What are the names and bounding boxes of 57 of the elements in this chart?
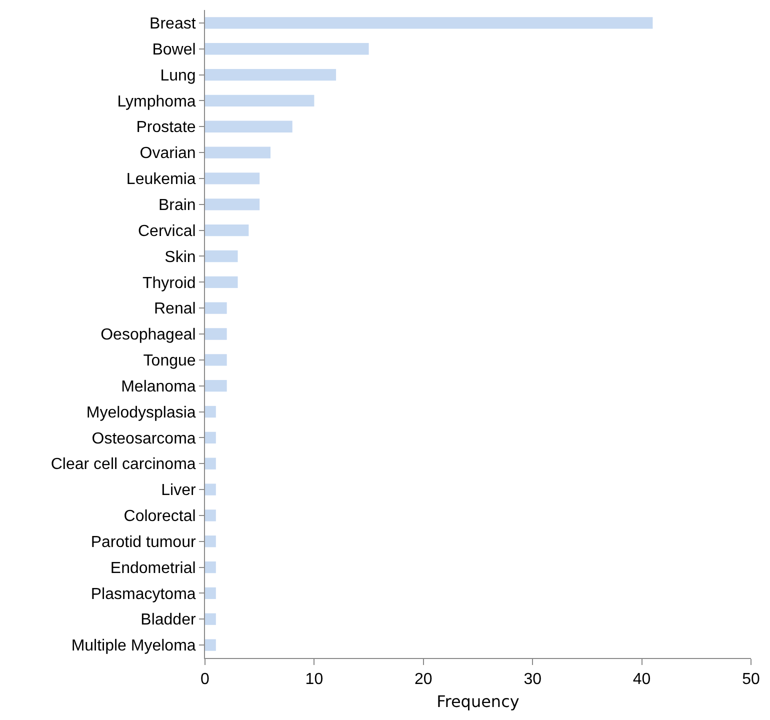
y-tick-label: Osteosarcoma <box>92 430 196 448</box>
y-tick-label: Liver <box>161 482 196 500</box>
bar <box>205 354 227 366</box>
y-tick-label: Cervical <box>138 222 196 240</box>
x-tick-label: 40 <box>632 671 651 688</box>
bar <box>205 172 260 184</box>
y-tick-label: Parotid tumour <box>90 534 196 551</box>
bar <box>205 302 227 314</box>
y-tick-label: Renal <box>154 300 196 318</box>
y-tick-label: Oesophageal <box>100 326 196 344</box>
x-axis-title: Frequency <box>436 692 520 711</box>
bar <box>205 639 216 651</box>
bar <box>205 146 271 158</box>
bar <box>205 68 336 81</box>
x-tick-label: 20 <box>414 671 432 688</box>
y-tick-label: Endometrial <box>110 560 196 577</box>
bar <box>205 250 238 262</box>
y-tick-label: Multiple Myeloma <box>71 638 196 655</box>
bar <box>205 458 216 470</box>
bar <box>205 276 238 288</box>
y-tick-label: Brain <box>158 197 196 214</box>
bar <box>205 510 216 522</box>
y-tick-label: Clear cell carcinoma <box>50 456 196 474</box>
bar <box>205 94 314 107</box>
bar <box>205 198 260 210</box>
y-tick-label: Lymphoma <box>117 93 196 110</box>
bar <box>205 17 653 29</box>
x-tick-label: 50 <box>742 671 760 688</box>
bar <box>205 406 216 418</box>
y-tick-label: Tongue <box>143 352 196 370</box>
y-tick-label: Thyroid <box>142 274 196 292</box>
bar <box>205 561 216 574</box>
bar <box>205 328 227 340</box>
y-tick-label: Skin <box>164 248 196 266</box>
y-tick-label: Colorectal <box>124 508 196 526</box>
bar <box>205 224 249 236</box>
y-tick-label: Bowel <box>152 41 196 58</box>
y-tick-label: Plasmacytoma <box>90 586 196 603</box>
y-tick-label: Ovarian <box>140 145 196 162</box>
y-tick-label: Melanoma <box>121 378 196 396</box>
bar <box>205 587 216 600</box>
bar <box>205 380 227 392</box>
bar <box>205 432 216 444</box>
x-tick-label: 0 <box>200 671 210 688</box>
bar <box>205 43 369 55</box>
y-tick-label: Lung <box>160 67 196 84</box>
bar <box>205 536 216 548</box>
y-tick-label: Myelodysplasia <box>86 404 196 422</box>
x-tick-label: 30 <box>524 671 542 688</box>
y-tick-label: Prostate <box>136 119 196 136</box>
y-tick-label: Breast <box>150 16 196 33</box>
bar <box>205 484 216 496</box>
y-tick-label: Leukemia <box>126 171 196 188</box>
bar <box>205 120 292 132</box>
x-tick-label: 10 <box>305 671 324 688</box>
bar <box>205 613 216 625</box>
y-tick-label: Bladder <box>140 612 196 629</box>
